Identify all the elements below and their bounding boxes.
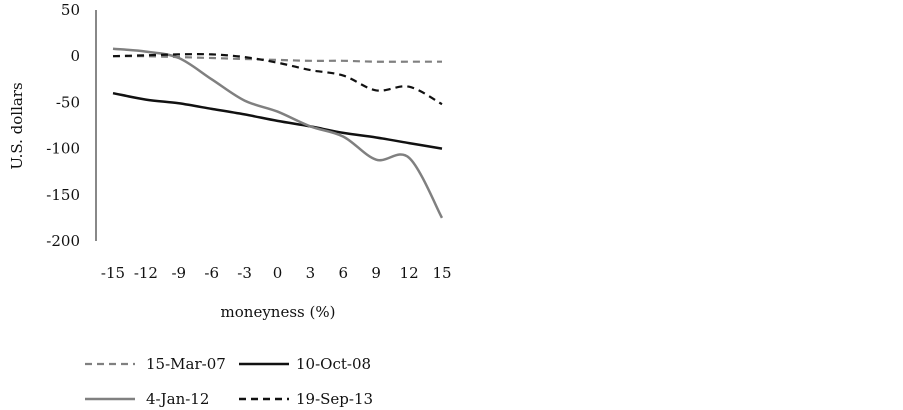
y-tick-label: 50: [61, 1, 80, 19]
x-tick-label: 12: [400, 264, 419, 282]
y-axis-title: U.S. dollars: [8, 82, 26, 169]
legend-item-10-oct-08: 10-Oct-08: [239, 355, 371, 373]
legend-item-4-jan-12: 4-Jan-12: [85, 390, 209, 408]
series-line-10-oct-08: [112, 91, 443, 150]
x-tick-label: -6: [204, 264, 219, 282]
legend-label-4-jan-12: 4-Jan-12: [146, 390, 209, 408]
x-tick-label: -9: [171, 264, 186, 282]
y-tick-labels: 50 0 -50 -100 -150 -200: [46, 1, 80, 250]
x-tick-label: -12: [134, 264, 158, 282]
x-tick-label: 6: [339, 264, 349, 282]
legend-item-19-sep-13: 19-Sep-13: [239, 390, 373, 408]
x-tick-label: 3: [306, 264, 316, 282]
legend-label-15-mar-07: 15-Mar-07: [146, 355, 226, 373]
y-tick-label: 0: [70, 47, 80, 65]
y-tick-label: -50: [56, 93, 80, 111]
x-axis-title: moneyness (%): [221, 303, 336, 321]
legend-item-15-mar-07: 15-Mar-07: [85, 355, 226, 373]
legend-label-10-oct-08: 10-Oct-08: [296, 355, 371, 373]
y-tick-label: -150: [46, 186, 80, 204]
x-tick-label: -15: [101, 264, 125, 282]
x-tick-label: 0: [273, 264, 283, 282]
legend: 15-Mar-07 10-Oct-08 4-Jan-12 19-Sep-13: [85, 355, 373, 408]
series-line-4-jan-12: [112, 47, 444, 219]
series-line-15-mar-07: [112, 55, 442, 63]
x-tick-label: 9: [371, 264, 381, 282]
x-tick-label: -3: [237, 264, 252, 282]
legend-label-19-sep-13: 19-Sep-13: [296, 390, 373, 408]
y-tick-label: -100: [46, 140, 80, 158]
series-line-19-sep-13: [112, 53, 443, 106]
series-layer: [112, 47, 444, 219]
y-tick-label: -200: [46, 232, 80, 250]
x-tick-labels: -15 -12 -9 -6 -3 0 3 6 9 12 15: [101, 264, 452, 282]
x-tick-label: 15: [432, 264, 451, 282]
